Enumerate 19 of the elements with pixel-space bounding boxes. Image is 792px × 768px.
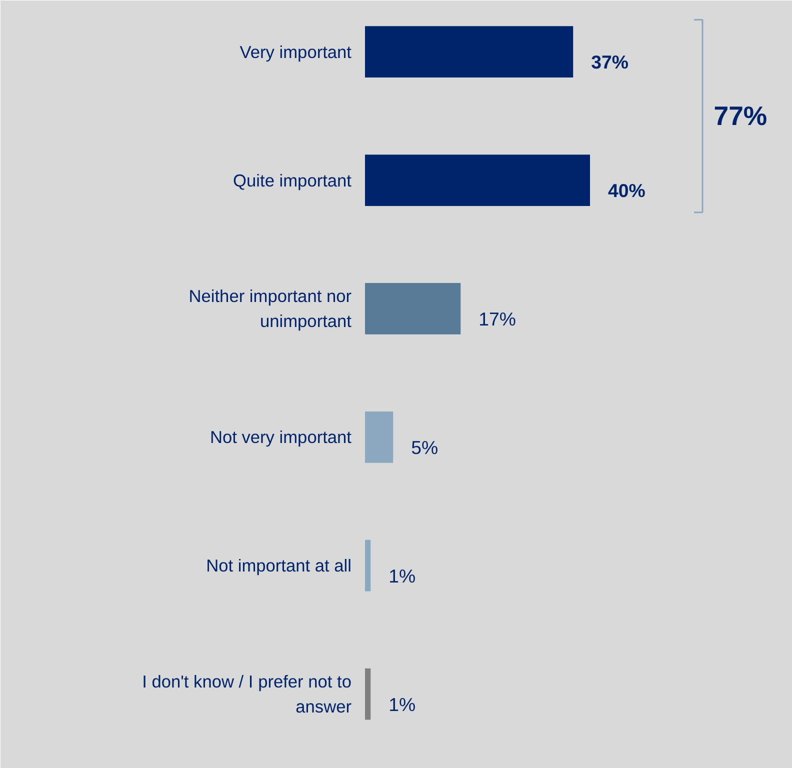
bar	[365, 411, 394, 463]
data-label: 40%	[608, 180, 646, 202]
data-label: 37%	[591, 52, 629, 73]
y-tick-label: Very important	[240, 42, 352, 62]
bar	[365, 26, 574, 78]
y-tick-label: Not very important	[210, 427, 352, 448]
bar	[365, 668, 371, 720]
bar	[365, 283, 461, 334]
data-label: 1%	[388, 694, 416, 715]
data-label: 1%	[388, 565, 416, 586]
bar	[365, 154, 590, 206]
data-label: 17%	[478, 308, 516, 330]
text: 77%	[714, 101, 768, 132]
data-label: 5%	[411, 436, 438, 458]
bar	[365, 540, 371, 592]
y-tick-label: Not important at all	[206, 556, 352, 576]
y-tick-label: Neither important nor unimportant	[188, 286, 352, 332]
y-tick-label: Quite important	[233, 170, 352, 190]
y-tick-label: I don't know / I prefer not to answer	[142, 672, 352, 717]
